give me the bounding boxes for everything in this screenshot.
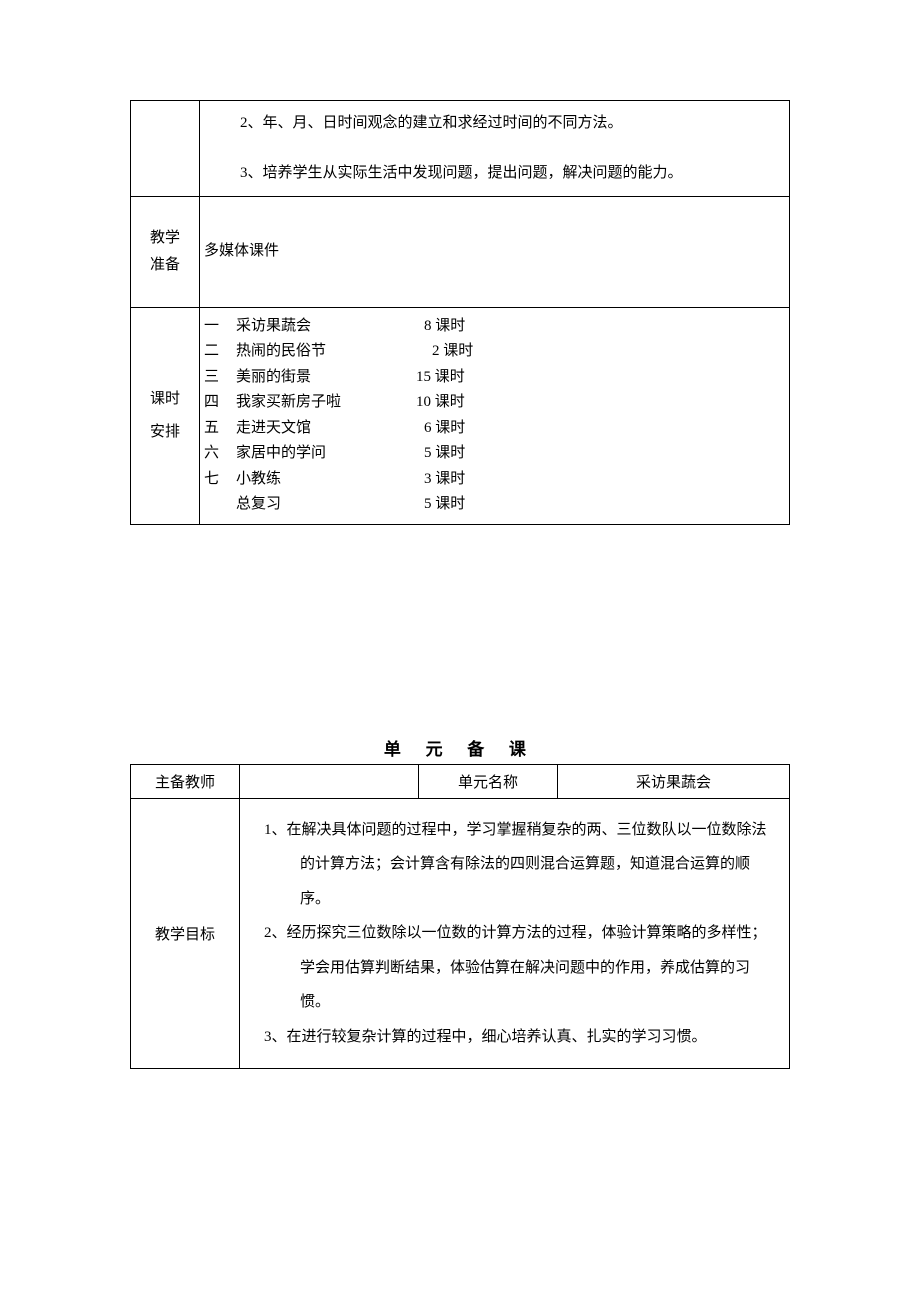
header-teacher-label: 主备教师	[131, 764, 240, 798]
sched-num: 二	[204, 339, 236, 365]
sched-name: 采访果蔬会	[236, 314, 416, 340]
document-page: 2、年、月、日时间观念的建立和求经过时间的不同方法。 3、培养学生从实际生活中发…	[0, 0, 920, 1129]
prep-label-l2: 准备	[135, 252, 195, 279]
unit-prep-title: 单 元 备 课	[130, 735, 790, 760]
sched-num: 一	[204, 314, 236, 340]
schedule-item: 四 我家买新房子啦 10 课时	[204, 390, 785, 416]
goal-item-2: 2、经历探究三位数除以一位数的计算方法的过程，体验计算策略的多样性；学会用估算判…	[258, 916, 775, 1020]
schedule-label: 课时 安排	[131, 307, 200, 524]
header-teacher-value	[240, 764, 419, 798]
goal-item-3: 3、在进行较复杂计算的过程中，细心培养认真、扎实的学习习惯。	[258, 1020, 775, 1055]
sched-hours: 10 课时	[416, 390, 496, 416]
sched-hours: 8 课时	[416, 314, 504, 340]
prep-label-l1: 教学	[135, 225, 195, 252]
sched-num: 七	[204, 467, 236, 493]
goals-content: 1、在解决具体问题的过程中，学习掌握稍复杂的两、三位数队以一位数除法的计算方法；…	[240, 798, 790, 1069]
sched-name: 小教练	[236, 467, 416, 493]
schedule-item: 六 家居中的学问 5 课时	[204, 441, 785, 467]
schedule-item: 七 小教练 3 课时	[204, 467, 785, 493]
sched-hours: 2 课时	[416, 339, 512, 365]
header-unitname-label: 单元名称	[419, 764, 558, 798]
prep-content: 多媒体课件	[200, 196, 790, 307]
table-row: 教学 准备 多媒体课件	[131, 196, 790, 307]
schedule-content: 一 采访果蔬会 8 课时 二 热闹的民俗节 2 课时 三 美丽的街景 15 课时…	[200, 307, 790, 524]
schedule-item: 总复习 5 课时	[204, 492, 785, 518]
goal-item-1: 1、在解决具体问题的过程中，学习掌握稍复杂的两、三位数队以一位数除法的计算方法；…	[258, 813, 775, 917]
prep-label: 教学 准备	[131, 196, 200, 307]
sched-num: 三	[204, 365, 236, 391]
prep-text: 多媒体课件	[204, 243, 279, 259]
schedule-label-l2: 安排	[135, 419, 195, 446]
difficulty-item-2: 2、年、月、日时间观念的建立和求经过时间的不同方法。	[204, 107, 785, 140]
sched-name: 我家买新房子啦	[236, 390, 416, 416]
sched-hours: 6 课时	[416, 416, 504, 442]
sched-num: 四	[204, 390, 236, 416]
sched-hours: 3 课时	[416, 467, 504, 493]
table-row: 课时 安排 一 采访果蔬会 8 课时 二 热闹的民俗节 2 课时 三 美丽的街景…	[131, 307, 790, 524]
row-label-empty	[131, 101, 200, 197]
sched-num	[204, 492, 236, 518]
sched-name: 热闹的民俗节	[236, 339, 416, 365]
plan-table: 2、年、月、日时间观念的建立和求经过时间的不同方法。 3、培养学生从实际生活中发…	[130, 100, 790, 525]
header-unitname-value: 采访果蔬会	[558, 764, 790, 798]
sched-name: 走进天文馆	[236, 416, 416, 442]
sched-name: 家居中的学问	[236, 441, 416, 467]
sched-hours: 5 课时	[416, 492, 504, 518]
schedule-label-l1: 课时	[135, 386, 195, 413]
sched-hours: 5 课时	[416, 441, 504, 467]
schedule-item: 一 采访果蔬会 8 课时	[204, 314, 785, 340]
table-row: 教学目标 1、在解决具体问题的过程中，学习掌握稍复杂的两、三位数队以一位数除法的…	[131, 798, 790, 1069]
table-row: 主备教师 单元名称 采访果蔬会	[131, 764, 790, 798]
sched-num: 六	[204, 441, 236, 467]
schedule-item: 五 走进天文馆 6 课时	[204, 416, 785, 442]
unit-table: 主备教师 单元名称 采访果蔬会 教学目标 1、在解决具体问题的过程中，学习掌握稍…	[130, 764, 790, 1070]
schedule-item: 二 热闹的民俗节 2 课时	[204, 339, 785, 365]
difficulties-cell: 2、年、月、日时间观念的建立和求经过时间的不同方法。 3、培养学生从实际生活中发…	[200, 101, 790, 197]
table-row: 2、年、月、日时间观念的建立和求经过时间的不同方法。 3、培养学生从实际生活中发…	[131, 101, 790, 197]
sched-name: 总复习	[236, 492, 416, 518]
sched-hours: 15 课时	[416, 365, 496, 391]
sched-num: 五	[204, 416, 236, 442]
sched-name: 美丽的街景	[236, 365, 416, 391]
schedule-item: 三 美丽的街景 15 课时	[204, 365, 785, 391]
difficulty-item-3: 3、培养学生从实际生活中发现问题，提出问题，解决问题的能力。	[204, 157, 785, 190]
goals-label: 教学目标	[131, 798, 240, 1069]
